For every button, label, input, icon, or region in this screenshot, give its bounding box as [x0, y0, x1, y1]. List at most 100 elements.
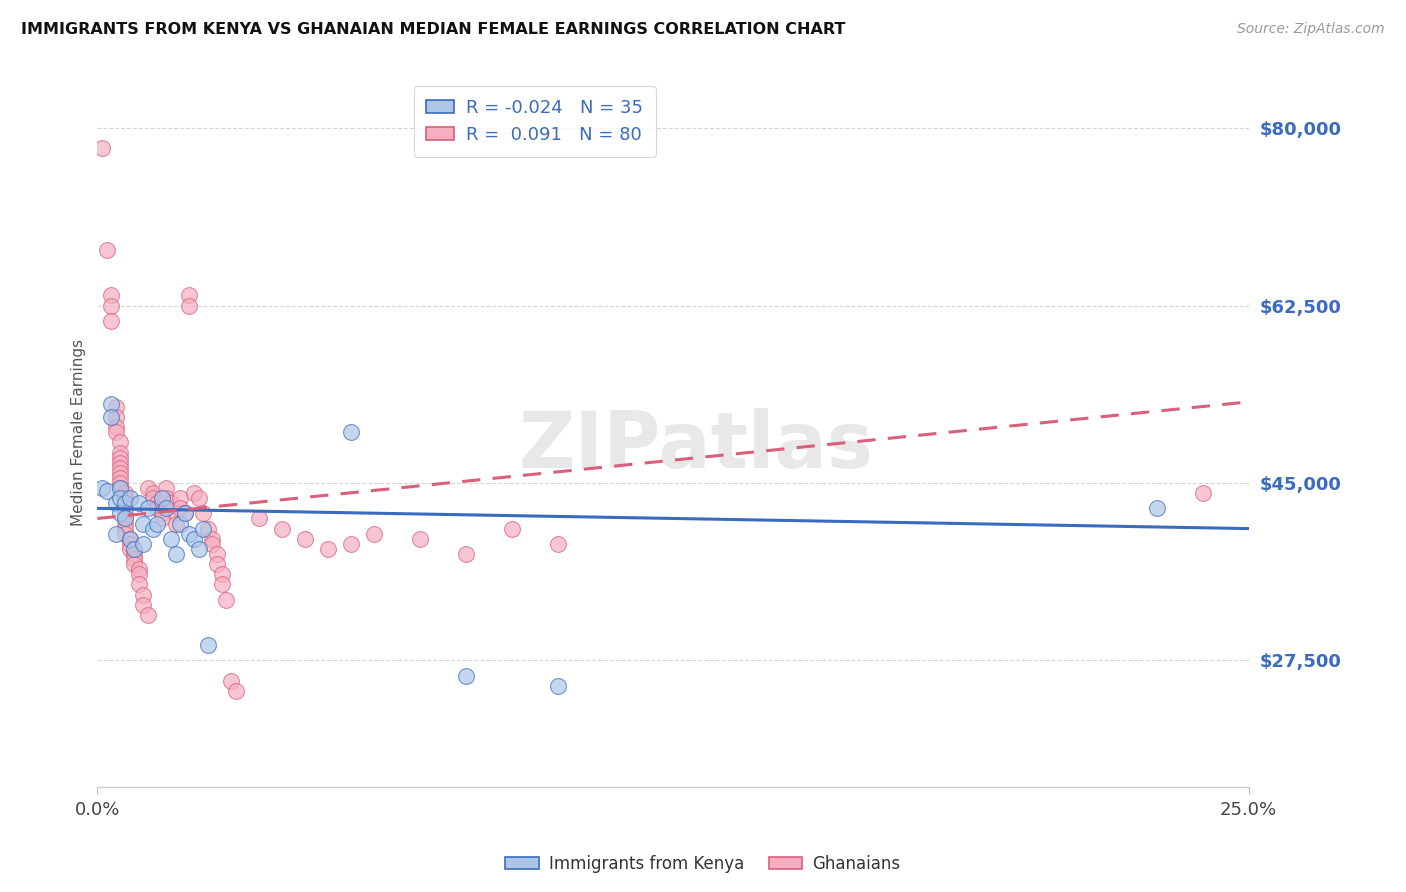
- Point: [547, 537, 569, 551]
- Point: [118, 537, 141, 551]
- Point: [1191, 486, 1213, 500]
- Point: [100, 299, 122, 313]
- Legend: R = -0.024   N = 35, R =  0.091   N = 80: R = -0.024 N = 35, R = 0.091 N = 80: [413, 87, 655, 157]
- Point: [110, 460, 132, 475]
- Point: [201, 532, 224, 546]
- Point: [110, 481, 132, 495]
- Point: [155, 491, 177, 506]
- Legend: Immigrants from Kenya, Ghanaians: Immigrants from Kenya, Ghanaians: [499, 848, 907, 880]
- Point: [118, 532, 141, 546]
- Point: [165, 547, 187, 561]
- Point: [155, 481, 177, 495]
- Point: [316, 541, 339, 556]
- Point: [114, 511, 136, 525]
- Text: ZIPatlas: ZIPatlas: [519, 409, 873, 484]
- Point: [197, 522, 219, 536]
- Point: [183, 486, 205, 500]
- Point: [96, 243, 118, 257]
- Point: [110, 475, 132, 490]
- Point: [173, 507, 195, 521]
- Point: [146, 516, 169, 531]
- Point: [160, 532, 183, 546]
- Point: [205, 547, 228, 561]
- Point: [454, 547, 477, 561]
- Point: [128, 496, 150, 510]
- Point: [270, 522, 292, 536]
- Point: [128, 567, 150, 582]
- Point: [122, 552, 145, 566]
- Point: [104, 526, 127, 541]
- Point: [114, 526, 136, 541]
- Point: [110, 456, 132, 470]
- Point: [136, 501, 159, 516]
- Point: [169, 501, 191, 516]
- Point: [150, 507, 173, 521]
- Point: [225, 683, 247, 698]
- Point: [114, 496, 136, 510]
- Point: [100, 397, 122, 411]
- Point: [118, 532, 141, 546]
- Point: [165, 516, 187, 531]
- Point: [1146, 501, 1168, 516]
- Point: [193, 522, 215, 536]
- Point: [114, 496, 136, 510]
- Point: [132, 537, 155, 551]
- Point: [104, 425, 127, 440]
- Point: [110, 481, 132, 495]
- Point: [100, 288, 122, 302]
- Point: [122, 547, 145, 561]
- Point: [219, 673, 242, 688]
- Point: [547, 679, 569, 693]
- Point: [114, 486, 136, 500]
- Text: IMMIGRANTS FROM KENYA VS GHANAIAN MEDIAN FEMALE EARNINGS CORRELATION CHART: IMMIGRANTS FROM KENYA VS GHANAIAN MEDIAN…: [21, 22, 845, 37]
- Point: [110, 450, 132, 465]
- Point: [146, 496, 169, 510]
- Point: [150, 491, 173, 506]
- Point: [173, 507, 195, 521]
- Point: [363, 526, 385, 541]
- Text: Source: ZipAtlas.com: Source: ZipAtlas.com: [1237, 22, 1385, 37]
- Point: [114, 507, 136, 521]
- Point: [122, 557, 145, 571]
- Point: [118, 491, 141, 506]
- Point: [91, 481, 114, 495]
- Point: [132, 516, 155, 531]
- Point: [247, 511, 270, 525]
- Point: [339, 537, 361, 551]
- Point: [179, 299, 201, 313]
- Point: [132, 587, 155, 601]
- Point: [114, 501, 136, 516]
- Point: [193, 507, 215, 521]
- Point: [501, 522, 523, 536]
- Y-axis label: Median Female Earnings: Median Female Earnings: [72, 339, 86, 526]
- Point: [205, 557, 228, 571]
- Point: [211, 567, 233, 582]
- Point: [114, 522, 136, 536]
- Point: [155, 501, 177, 516]
- Point: [136, 481, 159, 495]
- Point: [104, 400, 127, 414]
- Point: [128, 577, 150, 591]
- Point: [100, 410, 122, 425]
- Point: [136, 607, 159, 622]
- Point: [150, 511, 173, 525]
- Point: [110, 466, 132, 480]
- Point: [409, 532, 432, 546]
- Point: [110, 445, 132, 459]
- Point: [183, 532, 205, 546]
- Point: [211, 577, 233, 591]
- Point: [110, 491, 132, 506]
- Point: [454, 668, 477, 682]
- Point: [100, 314, 122, 328]
- Point: [142, 491, 165, 506]
- Point: [114, 511, 136, 525]
- Point: [122, 541, 145, 556]
- Point: [128, 562, 150, 576]
- Point: [179, 288, 201, 302]
- Point: [165, 507, 187, 521]
- Point: [169, 516, 191, 531]
- Point: [114, 491, 136, 506]
- Point: [294, 532, 316, 546]
- Point: [110, 507, 132, 521]
- Point: [96, 484, 118, 499]
